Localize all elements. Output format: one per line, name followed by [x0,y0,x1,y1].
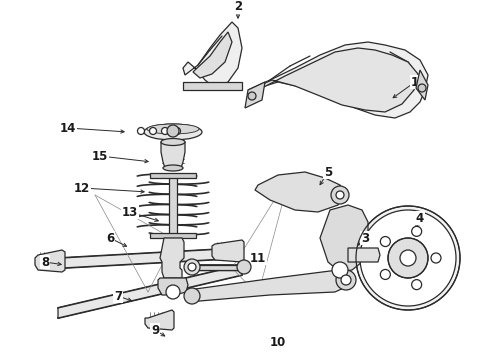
Text: 1: 1 [411,76,419,89]
Polygon shape [58,265,242,318]
Polygon shape [62,248,242,268]
Circle shape [418,84,426,92]
Circle shape [412,280,422,290]
Text: 8: 8 [41,256,49,269]
Text: 15: 15 [92,149,108,162]
Text: 7: 7 [114,289,122,302]
Circle shape [341,275,351,285]
Polygon shape [145,310,174,330]
Circle shape [336,191,344,199]
Circle shape [237,260,251,274]
Circle shape [360,210,456,306]
Polygon shape [183,22,242,88]
Circle shape [388,238,428,278]
Polygon shape [258,48,418,112]
Circle shape [356,206,460,310]
Text: 6: 6 [106,231,114,244]
Ellipse shape [144,124,202,140]
Text: 9: 9 [151,324,159,337]
Polygon shape [188,270,350,302]
Text: 3: 3 [361,231,369,244]
Ellipse shape [147,124,199,134]
Polygon shape [183,82,242,90]
Text: 11: 11 [250,252,266,265]
Polygon shape [416,70,428,100]
Ellipse shape [161,139,185,145]
Circle shape [184,288,200,304]
Polygon shape [193,32,232,78]
Polygon shape [161,142,185,168]
Polygon shape [160,238,184,278]
Text: 13: 13 [122,206,138,219]
Circle shape [173,127,180,135]
Circle shape [431,253,441,263]
Polygon shape [35,250,65,272]
Circle shape [138,127,145,135]
Polygon shape [245,82,265,108]
Polygon shape [348,248,380,262]
Circle shape [149,127,156,135]
Polygon shape [212,240,244,262]
Circle shape [248,92,256,100]
Circle shape [331,186,349,204]
Circle shape [166,285,180,299]
Polygon shape [188,265,245,270]
Polygon shape [255,172,345,212]
Circle shape [400,250,416,266]
Circle shape [184,259,200,275]
Circle shape [188,263,196,271]
Polygon shape [150,173,196,178]
Text: 2: 2 [234,0,242,13]
Circle shape [380,269,391,279]
Polygon shape [320,205,368,272]
Circle shape [412,226,422,237]
Text: 12: 12 [74,181,90,194]
Circle shape [380,237,391,247]
Polygon shape [169,175,177,238]
Polygon shape [248,42,428,118]
Ellipse shape [163,165,183,171]
Polygon shape [150,233,196,238]
Polygon shape [158,278,188,295]
Text: 14: 14 [60,122,76,135]
Circle shape [162,127,169,135]
Circle shape [336,270,356,290]
Circle shape [332,262,348,278]
Text: 4: 4 [416,211,424,225]
Text: 5: 5 [324,166,332,179]
Text: 10: 10 [270,336,286,348]
Circle shape [167,125,179,137]
